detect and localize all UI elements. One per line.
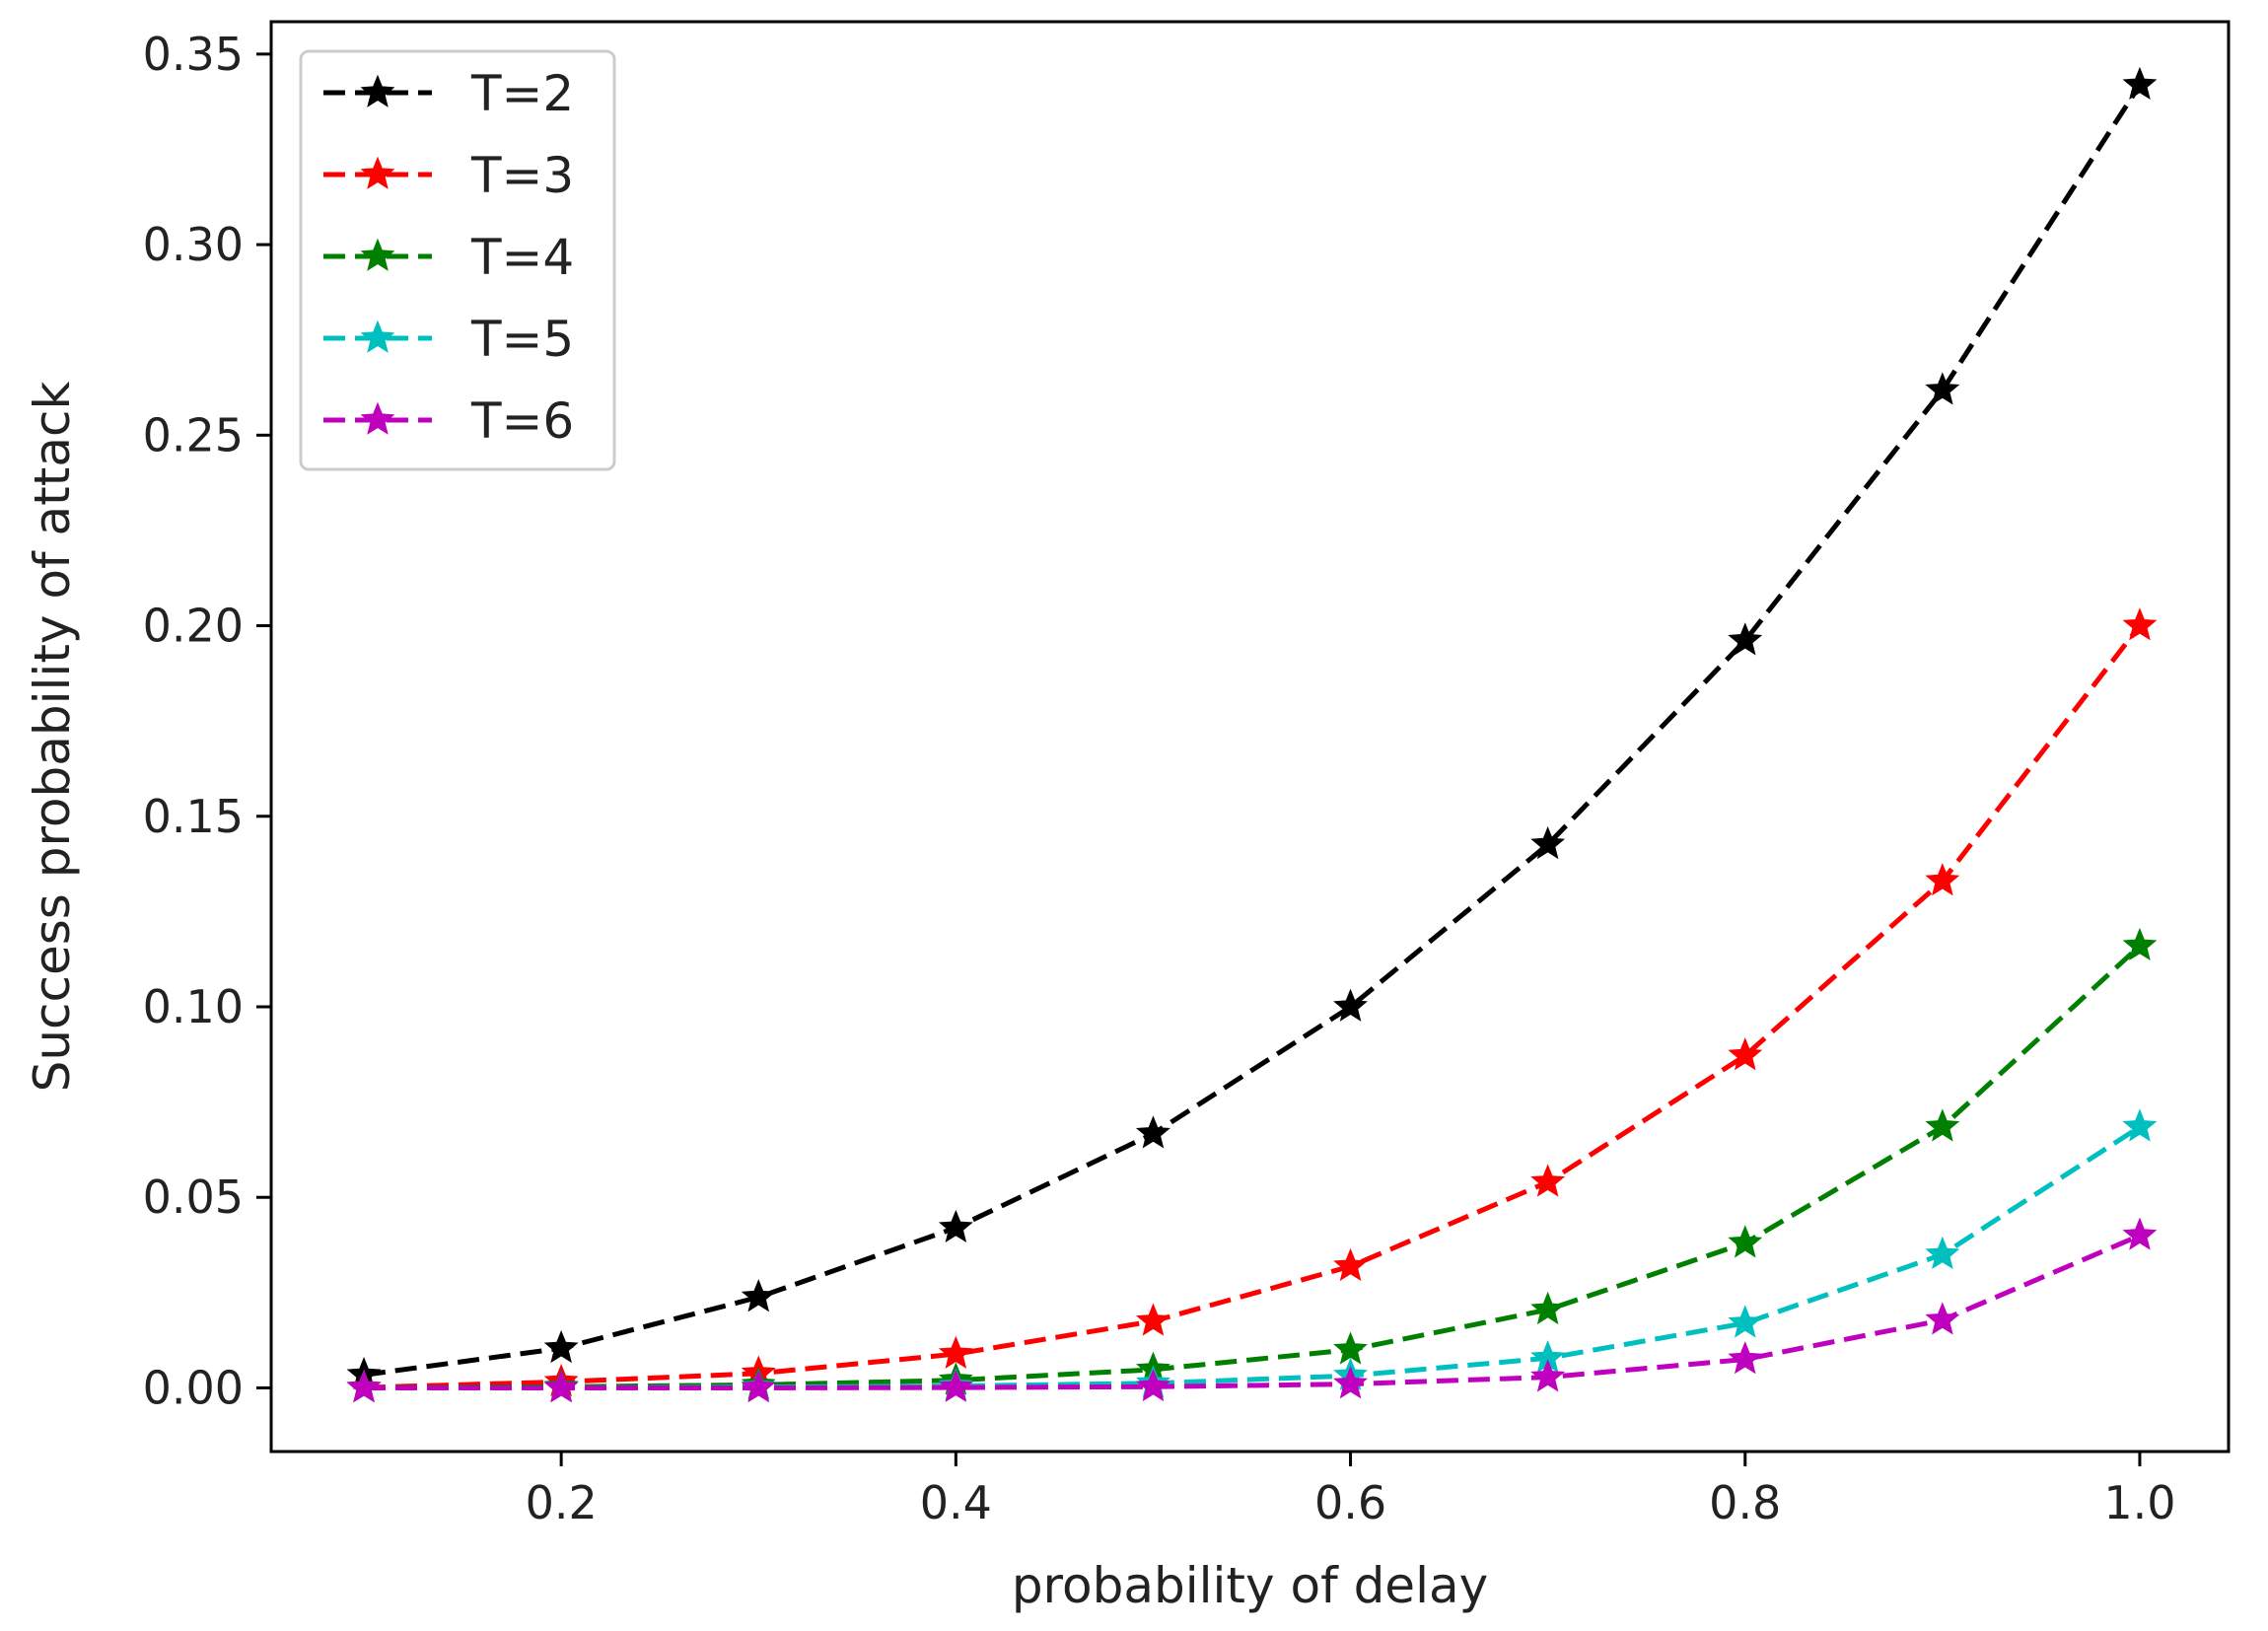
legend-marker-swatch: [360, 238, 395, 271]
data-point-marker: [1925, 1108, 1960, 1142]
data-point-marker: [1136, 1115, 1170, 1149]
series-T=2: [346, 66, 2158, 1390]
data-point-marker: [1728, 622, 1763, 656]
data-point-marker: [2122, 1217, 2158, 1250]
legend-marker-swatch: [360, 74, 395, 107]
data-point-marker: [741, 1279, 776, 1312]
series-line: [363, 83, 2143, 1378]
data-point-marker: [543, 1329, 579, 1364]
data-point-marker: [1728, 1037, 1763, 1071]
data-point-marker: [346, 1370, 382, 1403]
legend-entry: T=6: [323, 392, 574, 450]
legend-marker-swatch: [360, 156, 395, 189]
axes-layer: 0.2 0.4 0.6 0.8 1.0 0.00 0.05 0.10 0.15 0.20 0.25 0…: [143, 28, 2176, 1529]
plot-area-frame: [269, 20, 2231, 1454]
data-point-marker: [543, 1370, 579, 1403]
legend-box: [299, 49, 616, 471]
data-point-marker: [1333, 1247, 1368, 1282]
data-point-marker: [1925, 372, 1960, 405]
data-point-marker: [1333, 1331, 1368, 1365]
x-axis-label: probability of delay: [1012, 1557, 1488, 1614]
data-point-marker: [1728, 1341, 1763, 1375]
data-point-marker: [1728, 1305, 1763, 1338]
data-point-marker: [1333, 988, 1368, 1022]
y-tick-label: 0.20: [143, 600, 244, 653]
x-tick-label: 0.8: [1709, 1476, 1781, 1529]
series-line: [364, 1233, 2141, 1390]
data-point-marker: [938, 1335, 973, 1369]
data-point-marker: [2122, 1108, 2158, 1142]
x-tick-label: 1.0: [2103, 1476, 2175, 1529]
legend-entry: T=3: [323, 147, 574, 204]
data-point-marker: [1136, 1303, 1170, 1336]
legend-marker-swatch: [360, 319, 395, 353]
series-line: [363, 623, 2142, 1390]
data-point-marker: [1925, 1302, 1960, 1335]
x-tick-label: 0.6: [1314, 1476, 1386, 1529]
data-point-marker: [1333, 1366, 1368, 1399]
data-point-marker: [1530, 826, 1566, 860]
legend-label: T=6: [470, 392, 574, 450]
data-point-marker: [1530, 1359, 1566, 1392]
data-point-marker: [1530, 1291, 1566, 1325]
legend-entry: T=2: [323, 65, 574, 122]
series-T=6: [346, 1217, 2158, 1403]
data-point-marker: [938, 1209, 973, 1242]
data-point-marker: [2122, 927, 2158, 961]
legend-marker-swatch: [360, 401, 395, 435]
legend-entry: T=4: [323, 229, 574, 286]
legend-label: T=3: [470, 147, 574, 204]
data-point-marker: [741, 1370, 776, 1403]
series-layer: [346, 66, 2158, 1403]
y-tick-label: 0.30: [143, 218, 244, 271]
data-point-marker: [2122, 607, 2158, 641]
y-tick-label: 0.10: [143, 980, 244, 1033]
data-point-marker: [1530, 1164, 1566, 1197]
data-point-marker: [1925, 1236, 1960, 1270]
y-axis-label: Success probability of attack: [24, 382, 81, 1093]
legend: T=2 T=3 T=4 T=5 T=6: [299, 49, 616, 471]
data-point-marker: [2122, 66, 2158, 100]
data-point-marker: [1136, 1368, 1170, 1402]
legend-label: T=5: [470, 311, 574, 368]
data-point-marker: [1728, 1225, 1763, 1258]
y-tick-label: 0.05: [143, 1170, 244, 1224]
x-tick-label: 0.2: [526, 1476, 598, 1529]
legend-label: T=4: [470, 229, 574, 286]
y-tick-label: 0.35: [143, 28, 244, 81]
y-tick-label: 0.25: [143, 408, 244, 461]
data-point-marker: [1925, 863, 1960, 896]
x-tick-label: 0.4: [920, 1476, 992, 1529]
y-tick-label: 0.15: [143, 790, 244, 843]
legend-entry: T=5: [323, 311, 574, 368]
y-tick-label: 0.00: [143, 1361, 244, 1414]
legend-label: T=2: [470, 65, 574, 122]
data-point-marker: [938, 1369, 973, 1402]
